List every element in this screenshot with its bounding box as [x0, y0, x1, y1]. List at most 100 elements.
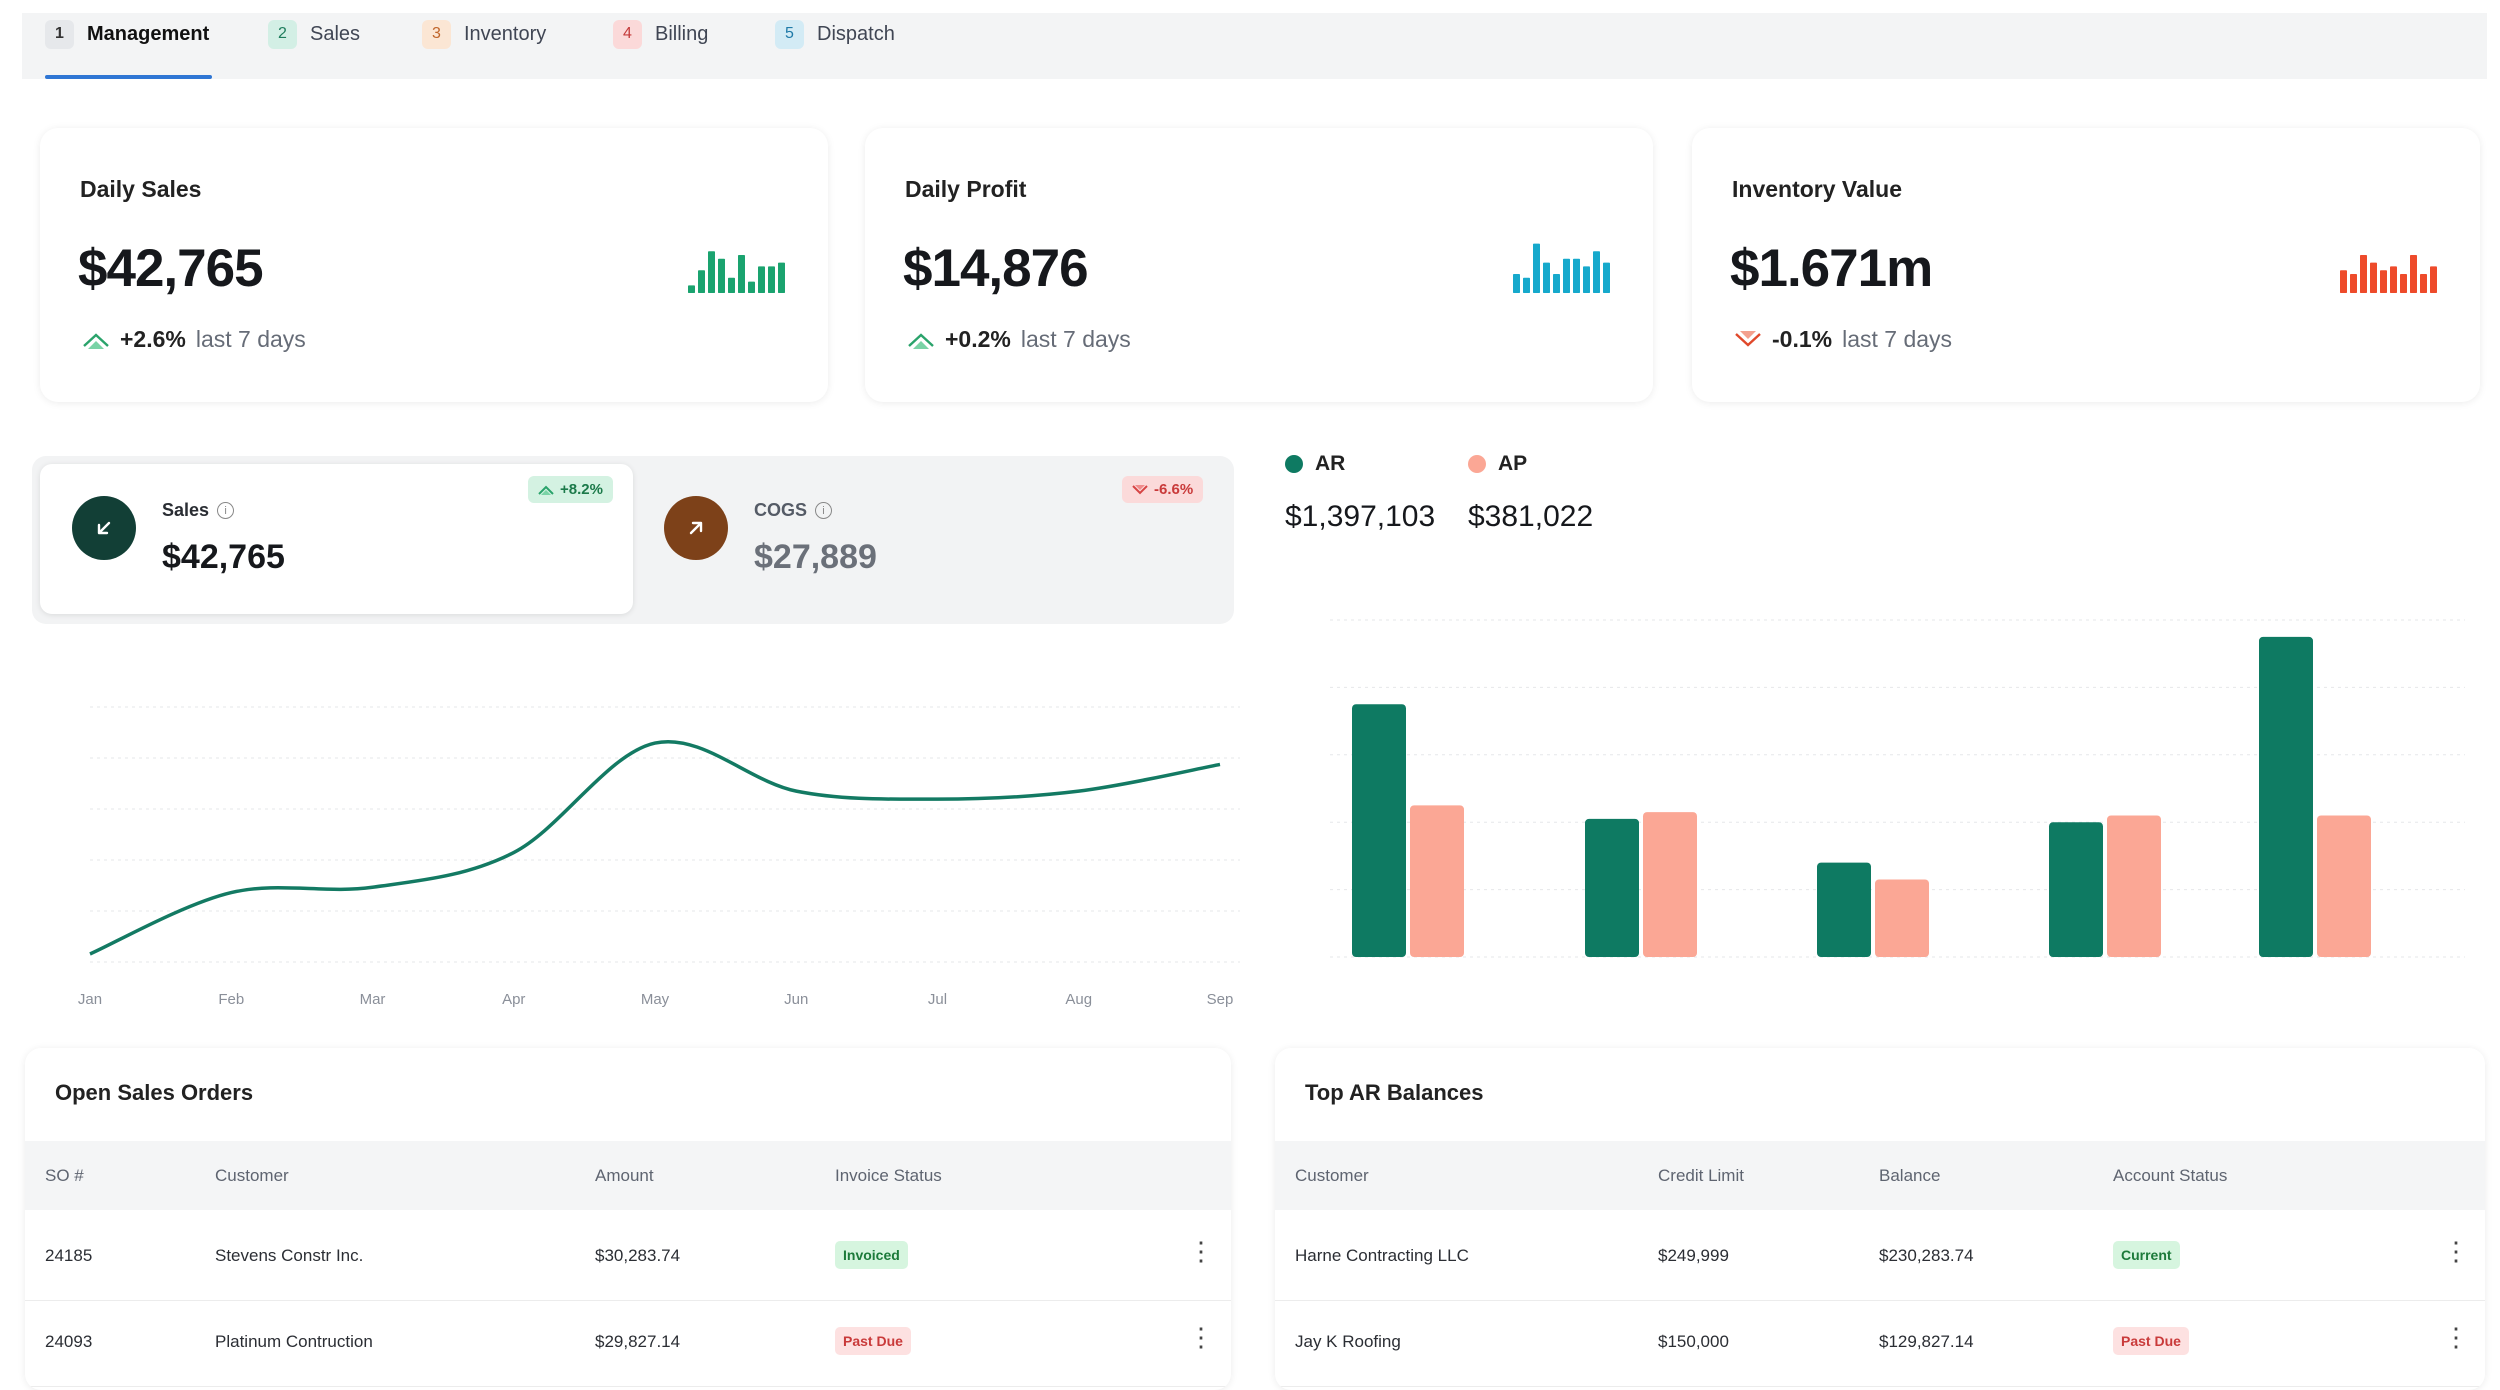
tab-number-badge: 5	[775, 19, 804, 49]
open-sales-orders-card: Open Sales Orders SO # Customer Amount I…	[25, 1048, 1231, 1390]
customer-name: Jay K Roofing	[1295, 1332, 1401, 1351]
kpi-card-daily-sales[interactable]: Daily Sales $42,765 +2.6% last 7 days	[40, 128, 828, 402]
x-axis-tick-label: Jan	[78, 991, 102, 1008]
bar-ap[interactable]	[1875, 879, 1929, 957]
active-tab-indicator	[45, 75, 212, 79]
bar-ar[interactable]	[1585, 818, 1639, 957]
kpi-change-period: last 7 days	[195, 326, 306, 352]
bar-ap[interactable]	[2107, 815, 2161, 957]
sparkline-bar	[1573, 258, 1580, 293]
sparkline-bar	[2410, 255, 2417, 293]
tab-sales[interactable]: 2 Sales	[268, 14, 360, 54]
tab-number-badge: 1	[45, 19, 74, 49]
column-header-customer[interactable]: Customer	[1295, 1166, 1369, 1185]
kpi-card-inventory-value[interactable]: Inventory Value $1.671m -0.1% last 7 days	[1692, 128, 2480, 402]
sparkline-bar	[1513, 274, 1520, 293]
kpi-change-percent: +0.2%	[945, 326, 1011, 352]
sparkline-bar	[768, 266, 775, 293]
sparkline-bars	[2340, 255, 2437, 293]
customer-name: Harne Contracting LLC	[1295, 1246, 1469, 1265]
x-axis-tick-label: Jun	[784, 991, 808, 1008]
sparkline-bar	[1553, 274, 1560, 293]
sparkline-bar	[2380, 270, 2387, 293]
ar-legend-dot	[1285, 455, 1303, 473]
sales-change-badge: +8.2%	[528, 476, 613, 503]
sales-metric-label: Sales i	[162, 500, 235, 521]
kpi-change: +2.6% last 7 days	[82, 326, 306, 353]
sparkline-bar	[2430, 266, 2437, 293]
sparkline-bar	[1563, 258, 1570, 293]
tab-label: Inventory	[464, 22, 547, 45]
more-options-icon[interactable]: ⋮	[1188, 1236, 1214, 1266]
order-amount: $30,283.74	[595, 1246, 681, 1265]
more-options-icon[interactable]: ⋮	[2443, 1322, 2469, 1352]
column-header-invoice-status[interactable]: Invoice Status	[835, 1166, 942, 1185]
kpi-change-period: last 7 days	[1842, 326, 1953, 352]
tab-inventory[interactable]: 3 Inventory	[422, 14, 546, 54]
column-header-customer[interactable]: Customer	[215, 1166, 289, 1185]
info-icon[interactable]: i	[815, 502, 833, 519]
legend-ap: AP	[1468, 452, 1527, 476]
sparkline-bar	[728, 277, 735, 293]
sparkline-bar	[688, 285, 695, 293]
table-header: SO # Customer Amount Invoice Status	[25, 1141, 1231, 1210]
cogs-metric-label: COGS i	[754, 500, 833, 521]
more-options-icon[interactable]: ⋮	[1188, 1322, 1214, 1352]
customer-name: Platinum Contruction	[215, 1332, 373, 1351]
tab-label: Dispatch	[817, 22, 895, 45]
bar-ap[interactable]	[2317, 815, 2371, 957]
bar-ar[interactable]	[2049, 822, 2103, 957]
open-sales-orders-title: Open Sales Orders	[55, 1080, 254, 1105]
sparkline-bar	[708, 251, 715, 293]
bar-ap[interactable]	[1643, 812, 1697, 957]
sales-metric-value: $42,765	[162, 538, 285, 576]
sparkline-bar	[778, 262, 785, 293]
sparkline-bars	[1513, 243, 1610, 293]
status-badge: Current	[2113, 1241, 2180, 1269]
sparkline-bar	[2390, 266, 2397, 293]
table-row[interactable]: Harne Contracting LLC $249,999 $230,283.…	[1275, 1214, 2485, 1301]
table-row[interactable]: 24185 Stevens Constr Inc. $30,283.74 Inv…	[25, 1214, 1231, 1301]
tab-number-badge: 2	[268, 19, 297, 49]
more-options-icon[interactable]: ⋮	[2443, 1236, 2469, 1266]
x-axis-tick-label: Jul	[928, 991, 947, 1008]
sparkline-bar	[2360, 255, 2367, 293]
customer-name: Stevens Constr Inc.	[215, 1246, 364, 1265]
column-header-account-status[interactable]: Account Status	[2113, 1166, 2228, 1185]
column-header-so[interactable]: SO #	[45, 1166, 84, 1185]
ar-ap-bar-chart	[1330, 619, 2465, 958]
arrow-up-right-icon	[664, 496, 728, 560]
kpi-change-percent: -0.1%	[1772, 326, 1833, 352]
sales-trend-line-chart: Jan Feb Mar Apr May Jun Jul Aug Sep	[78, 706, 1240, 1008]
sparkline-bar	[1593, 251, 1600, 293]
x-axis-tick-label: Mar	[360, 991, 386, 1008]
bar-ar[interactable]	[1817, 862, 1871, 957]
ar-total-value: $1,397,103	[1285, 500, 1436, 533]
bar-ar[interactable]	[1352, 704, 1406, 957]
bar-ar[interactable]	[2259, 636, 2313, 957]
tab-management[interactable]: 1 Management	[45, 14, 209, 54]
top-ar-balances-card: Top AR Balances Customer Credit Limit Ba…	[1275, 1048, 2485, 1390]
kpi-card-daily-profit[interactable]: Daily Profit $14,876 +0.2% last 7 days	[865, 128, 1653, 402]
x-axis-tick-label: May	[641, 991, 670, 1008]
trend-up-icon	[538, 485, 554, 495]
column-header-balance[interactable]: Balance	[1879, 1166, 1941, 1185]
so-number: 24093	[45, 1332, 93, 1351]
sparkline-bar	[758, 266, 765, 293]
sparkline-bar	[2340, 270, 2347, 293]
kpi-title: Inventory Value	[1732, 176, 1903, 202]
module-tab-bar	[22, 13, 2487, 79]
tab-dispatch[interactable]: 5 Dispatch	[775, 14, 895, 54]
column-header-credit-limit[interactable]: Credit Limit	[1658, 1166, 1744, 1185]
table-row[interactable]: 24093 Platinum Contruction $29,827.14 Pa…	[25, 1300, 1231, 1387]
sparkline-bar	[1543, 262, 1550, 293]
trend-up-icon	[83, 332, 109, 349]
column-header-amount[interactable]: Amount	[595, 1166, 654, 1185]
kpi-value: $1.671m	[1730, 239, 1933, 298]
bar-ap[interactable]	[1410, 805, 1464, 957]
tab-billing[interactable]: 4 Billing	[613, 14, 708, 54]
info-icon[interactable]: i	[217, 502, 235, 519]
table-row[interactable]: Jay K Roofing $150,000 $129,827.14 Past …	[1275, 1300, 2485, 1387]
sparkline-bars	[688, 251, 785, 293]
sales-trend-line	[89, 739, 1221, 956]
